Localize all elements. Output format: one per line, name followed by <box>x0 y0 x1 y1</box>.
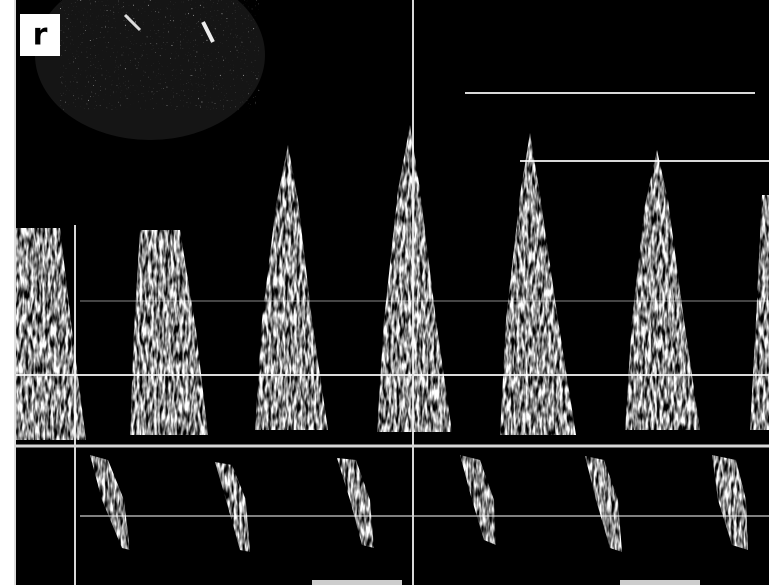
bottom-strip <box>312 580 402 585</box>
body: r (() => { const data = JSON.parse(docum… <box>0 0 769 585</box>
page: Doppler spectrum {"panel_label": "r"} ht… <box>0 0 769 585</box>
panel-label: r <box>33 18 48 53</box>
doppler-image: r <box>0 0 769 585</box>
bottom-strip <box>620 580 700 585</box>
bmode-speckle <box>60 0 260 110</box>
